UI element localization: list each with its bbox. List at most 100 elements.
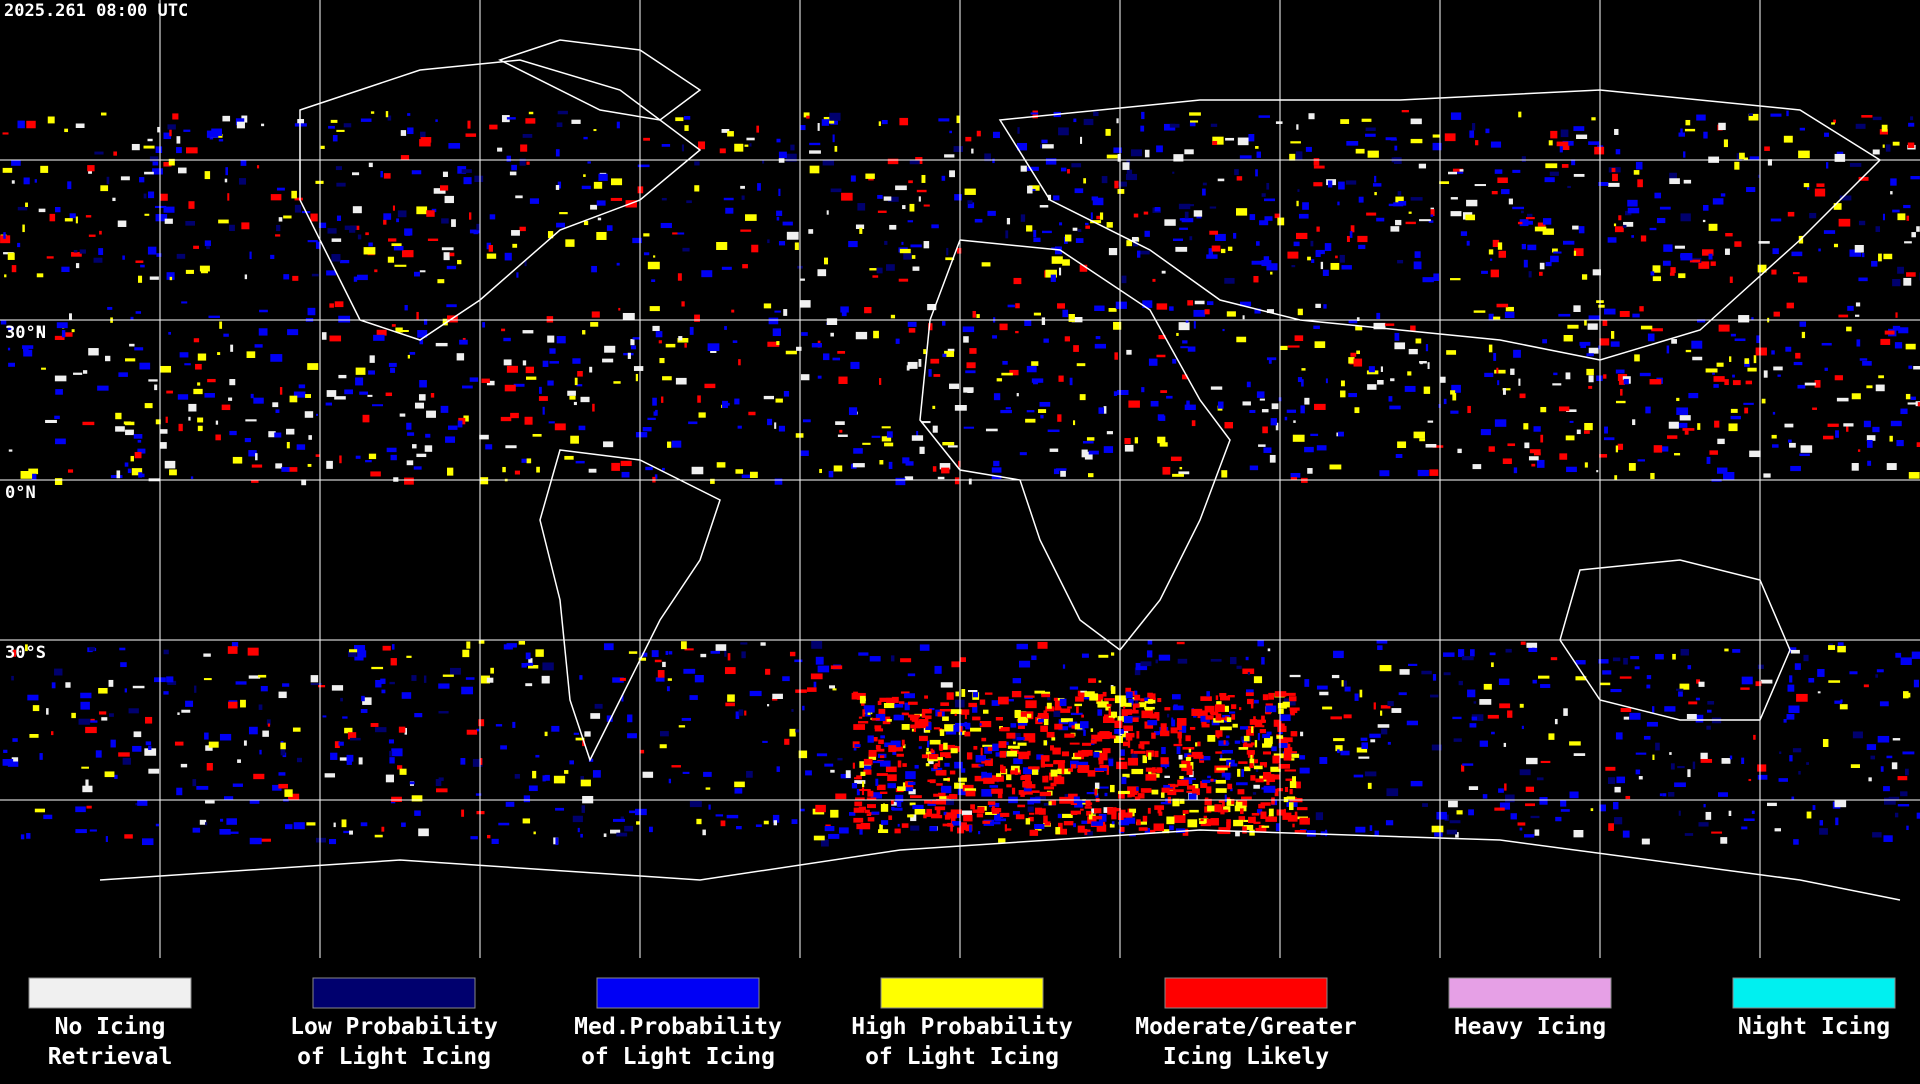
icing-pixel: [921, 175, 925, 183]
icing-pixel: [1422, 277, 1433, 282]
icing-pixel: [1793, 272, 1800, 274]
icing-pixel: [1248, 672, 1250, 675]
icing-pixel: [1867, 461, 1871, 466]
icing-pixel: [662, 144, 670, 147]
icing-pixel: [523, 134, 533, 138]
icing-pixel: [1542, 339, 1547, 343]
icing-pixel: [832, 688, 836, 690]
icing-pixel: [1647, 722, 1658, 727]
icing-pixel: [1026, 225, 1032, 231]
icing-pixel: [1795, 663, 1801, 670]
icing-pixel: [1605, 767, 1615, 771]
icing-pixel: [1171, 457, 1182, 461]
icing-pixel: [772, 694, 783, 699]
icing-pixel: [1207, 301, 1213, 305]
icing-pixel: [156, 824, 159, 827]
icing-pixel: [1484, 684, 1492, 690]
icing-pixel: [1910, 176, 1919, 179]
icing-pixel: [983, 778, 994, 784]
icing-pixel: [1256, 241, 1260, 246]
icing-pixel: [1216, 695, 1218, 700]
icing-pixel: [1532, 648, 1535, 650]
icing-pixel: [11, 160, 21, 165]
icing-pixel: [1741, 827, 1747, 830]
icing-pixel: [740, 642, 747, 644]
icing-pixel: [1054, 777, 1065, 785]
icing-pixel: [327, 228, 336, 233]
icing-pixel: [1650, 228, 1657, 230]
icing-pixel: [148, 247, 156, 255]
icing-pixel: [1240, 155, 1252, 158]
icing-pixel: [1236, 337, 1246, 343]
icing-pixel: [583, 174, 586, 177]
icing-pixel: [198, 354, 206, 361]
icing-pixel: [490, 214, 496, 219]
icing-pixel: [1638, 459, 1645, 461]
icing-pixel: [1903, 691, 1909, 698]
icing-pixel: [998, 838, 1005, 843]
icing-pixel: [849, 407, 857, 415]
icing-pixel: [114, 775, 117, 779]
icing-pixel: [1791, 252, 1802, 257]
icing-pixel: [1095, 344, 1106, 349]
icing-pixel: [1906, 272, 1916, 277]
icing-pixel: [11, 676, 14, 681]
icing-pixel: [329, 303, 334, 307]
icing-pixel: [964, 722, 967, 727]
icing-pixel: [1207, 806, 1215, 812]
icing-pixel: [570, 436, 579, 444]
icing-pixel: [1323, 270, 1329, 276]
icing-pixel: [1293, 435, 1305, 442]
icing-pixel: [1233, 233, 1236, 239]
icing-pixel: [1098, 655, 1108, 658]
icing-pixel: [575, 378, 578, 385]
icing-pixel: [1092, 816, 1102, 820]
icing-pixel: [1017, 737, 1025, 740]
icing-pixel: [1897, 267, 1904, 274]
icing-pixel: [26, 833, 30, 839]
icing-pixel: [1540, 407, 1546, 412]
icing-pixel: [1906, 826, 1908, 830]
icing-pixel: [1243, 401, 1251, 405]
icing-pixel: [617, 122, 620, 129]
icing-pixel: [740, 229, 751, 231]
icing-pixel: [1395, 343, 1399, 347]
icing-pixel: [1754, 355, 1757, 363]
icing-pixel: [1345, 687, 1351, 692]
icing-pixel: [602, 359, 613, 363]
icing-pixel: [1354, 775, 1363, 778]
icing-pixel: [926, 763, 930, 766]
icing-pixel: [1857, 339, 1861, 346]
icing-pixel: [255, 453, 257, 460]
icing-pixel: [276, 225, 280, 231]
icing-pixel: [1050, 449, 1059, 452]
icing-pixel: [875, 779, 878, 786]
icing-pixel: [1358, 245, 1365, 249]
icing-pixel: [368, 370, 375, 374]
icing-pixel: [884, 196, 892, 200]
icing-pixel: [1254, 676, 1262, 683]
icing-pixel: [933, 374, 940, 377]
icing-pixel: [510, 172, 517, 176]
icing-pixel: [1393, 202, 1403, 206]
icing-pixel: [1772, 444, 1779, 447]
icing-pixel: [1535, 829, 1540, 835]
icing-pixel: [241, 222, 249, 229]
icing-pixel: [904, 693, 915, 698]
icing-pixel: [1523, 423, 1528, 429]
icing-pixel: [1662, 793, 1666, 796]
icing-pixel: [1291, 731, 1298, 736]
icing-pixel: [1439, 181, 1449, 184]
icing-pixel: [1020, 776, 1023, 780]
icing-pixel: [1180, 218, 1185, 220]
icing-pixel: [1504, 783, 1506, 790]
icing-pixel: [582, 805, 585, 813]
icing-pixel: [1823, 436, 1834, 440]
icing-pixel: [105, 771, 115, 777]
icing-pixel: [539, 387, 542, 394]
icing-pixel: [1802, 332, 1805, 338]
icing-pixel: [1319, 757, 1327, 764]
icing-pixel: [170, 277, 172, 280]
icing-pixel: [144, 172, 154, 175]
icing-pixel: [888, 815, 892, 820]
